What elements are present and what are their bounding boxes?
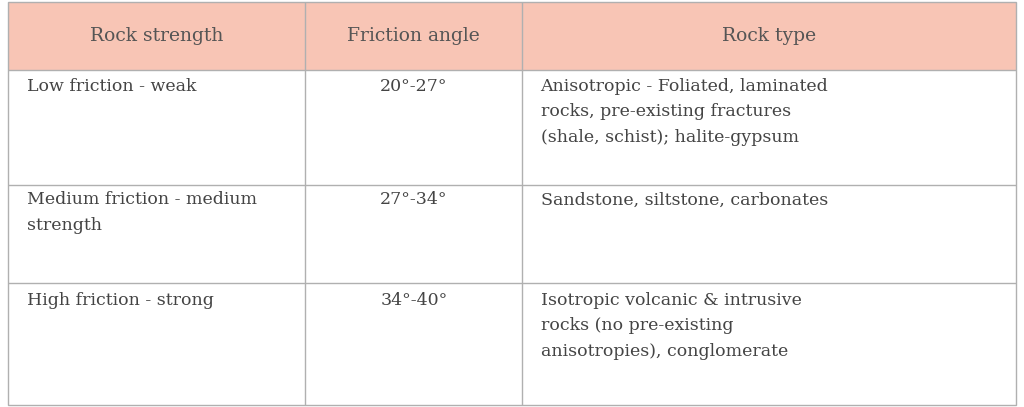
Text: Anisotropic - Foliated, laminated
rocks, pre-existing fractures
(shale, schist);: Anisotropic - Foliated, laminated rocks,…: [541, 78, 828, 146]
Bar: [305, 283, 522, 405]
Bar: [522, 283, 1016, 405]
Bar: [522, 2, 1016, 70]
Bar: [8, 184, 305, 283]
Text: 27°-34°: 27°-34°: [380, 191, 447, 208]
Bar: [305, 2, 522, 70]
Text: 34°-40°: 34°-40°: [380, 292, 447, 309]
Text: Sandstone, siltstone, carbonates: Sandstone, siltstone, carbonates: [541, 191, 827, 208]
Text: Friction angle: Friction angle: [347, 27, 480, 45]
Bar: [305, 70, 522, 184]
Text: Isotropic volcanic & intrusive
rocks (no pre-existing
anisotropies), conglomerat: Isotropic volcanic & intrusive rocks (no…: [541, 292, 802, 360]
Text: 20°-27°: 20°-27°: [380, 78, 447, 95]
Bar: [305, 184, 522, 283]
Text: Rock type: Rock type: [722, 27, 816, 45]
Text: Low friction - weak: Low friction - weak: [27, 78, 197, 95]
Bar: [8, 2, 305, 70]
Bar: [8, 283, 305, 405]
Text: High friction - strong: High friction - strong: [27, 292, 213, 309]
Text: Rock strength: Rock strength: [90, 27, 223, 45]
Bar: [522, 70, 1016, 184]
Bar: [8, 70, 305, 184]
Bar: [522, 184, 1016, 283]
Text: Medium friction - medium
strength: Medium friction - medium strength: [27, 191, 257, 234]
